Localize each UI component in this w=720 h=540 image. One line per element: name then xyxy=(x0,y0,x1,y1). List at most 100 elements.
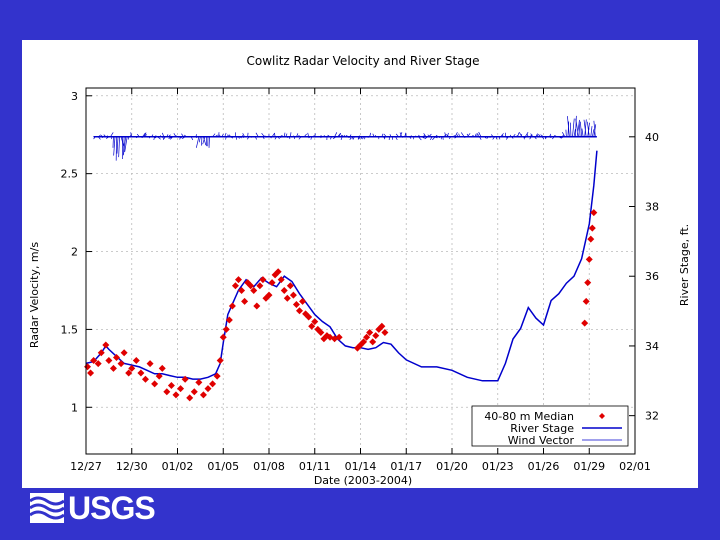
wind-vector xyxy=(221,133,224,137)
wind-vector xyxy=(98,135,101,137)
y2-axis-title: River Stage, ft. xyxy=(678,224,691,306)
wind-vector xyxy=(153,136,155,141)
wind-vector xyxy=(558,136,562,139)
wind-vector xyxy=(277,136,280,140)
median-point xyxy=(120,349,128,357)
wind-vector xyxy=(149,136,151,139)
wind-vector xyxy=(288,136,291,140)
wind-vector xyxy=(196,136,200,148)
wind-vector xyxy=(279,134,283,138)
y-tick-label: 3 xyxy=(71,90,78,103)
wind-vector xyxy=(512,134,516,138)
wind-vector xyxy=(140,136,143,139)
wind-vector xyxy=(551,136,555,140)
wind-vector xyxy=(561,136,564,139)
legend-label: 40-80 m Median xyxy=(484,410,574,423)
wind-vector xyxy=(219,134,221,137)
wind-vector xyxy=(239,136,242,139)
median-point xyxy=(177,385,185,393)
wind-vector xyxy=(432,136,436,141)
median-point xyxy=(381,329,389,337)
wind-vector xyxy=(517,132,520,137)
wind-vector xyxy=(198,136,201,143)
median-point xyxy=(87,369,95,377)
wind-vector xyxy=(346,136,350,138)
wind-vector xyxy=(224,132,227,137)
median-point xyxy=(209,380,217,388)
median-point xyxy=(378,322,386,330)
wind-vector xyxy=(550,136,553,138)
median-point xyxy=(235,276,242,284)
x-tick-label: 02/01 xyxy=(619,460,651,473)
median-point xyxy=(216,357,224,365)
wind-vector xyxy=(174,135,178,138)
river-stage-series xyxy=(85,150,598,382)
axis-ticks: 12/27 12/30 01/02 01/05 01/08 01/11 01/14 01/17… xyxy=(61,88,659,473)
x-tick-label: 12/30 xyxy=(116,460,148,473)
x-tick-label: 01/02 xyxy=(162,460,194,473)
wind-vector xyxy=(405,133,407,137)
wind-vector xyxy=(320,135,323,138)
median-point xyxy=(582,297,590,305)
wind-vector xyxy=(575,118,579,137)
median-point xyxy=(163,388,171,396)
wind-vector xyxy=(526,133,529,137)
wind-vector xyxy=(505,136,509,140)
y-axis-title: Radar Velocity, m/s xyxy=(28,242,41,348)
chart-panel: Cowlitz Radar Velocity and River Stage D… xyxy=(22,40,698,488)
x-tick-label: 01/11 xyxy=(299,460,331,473)
wind-vector xyxy=(567,116,570,137)
median-point xyxy=(372,332,380,340)
wind-vector xyxy=(581,128,584,137)
river-stage-line xyxy=(85,150,598,382)
median-point xyxy=(305,313,313,321)
median-point xyxy=(151,380,159,388)
wind-vector xyxy=(123,136,126,156)
wind-vector xyxy=(298,136,302,140)
wind-vector xyxy=(124,136,128,153)
wind-vector xyxy=(242,135,244,137)
wind-vector xyxy=(490,134,494,138)
median-point xyxy=(590,209,598,217)
wind-vector xyxy=(179,136,181,140)
wind-vector xyxy=(212,133,216,138)
median-point xyxy=(296,307,303,315)
median-point xyxy=(84,363,92,371)
wind-vector xyxy=(118,136,120,158)
wind-vector xyxy=(344,134,346,137)
wind-vector xyxy=(330,136,332,140)
median-point xyxy=(113,353,120,361)
wind-vector xyxy=(116,136,119,154)
median-point xyxy=(241,297,249,305)
wind-vector xyxy=(97,136,101,140)
median-point xyxy=(247,282,255,290)
wind-vector xyxy=(578,121,581,137)
wind-vector xyxy=(230,136,235,138)
median-point xyxy=(155,372,163,380)
median-point xyxy=(158,364,166,372)
wind-vector xyxy=(445,134,450,138)
wind-vector xyxy=(93,136,96,140)
wind-vector xyxy=(492,136,495,140)
wind-vector xyxy=(340,136,343,140)
wind-vector xyxy=(524,131,529,137)
wind-vector xyxy=(340,134,344,138)
wind-vector xyxy=(195,134,197,137)
wind-vector xyxy=(474,133,477,137)
median-point xyxy=(219,333,227,341)
wind-vector xyxy=(451,135,454,138)
median-point xyxy=(137,369,145,377)
median-point xyxy=(181,375,189,383)
median-point xyxy=(102,341,110,349)
wind-vector xyxy=(254,136,258,140)
median-point xyxy=(146,360,154,368)
median-point xyxy=(289,291,297,299)
wind-vector xyxy=(345,134,349,138)
median-point xyxy=(256,282,264,290)
wind-vector xyxy=(554,134,558,138)
wind-vectors xyxy=(93,115,597,161)
wind-vector xyxy=(429,136,433,141)
median-point xyxy=(317,329,325,337)
median-point xyxy=(94,360,102,368)
y-tick-label: 2.5 xyxy=(61,168,79,181)
